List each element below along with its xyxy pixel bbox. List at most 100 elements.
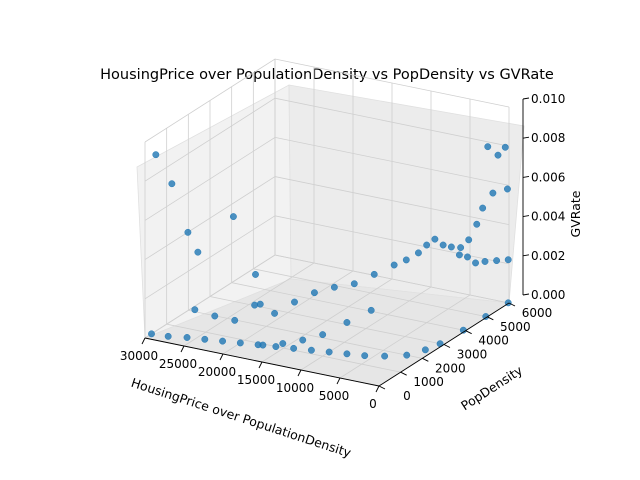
x-tick-label: 30000	[120, 349, 158, 363]
data-point	[152, 151, 160, 159]
data-point	[164, 332, 172, 340]
z-axis-label: GVRate	[568, 190, 583, 237]
data-point	[191, 306, 199, 314]
y-tick-mark	[378, 385, 386, 390]
data-point	[229, 213, 237, 221]
data-point	[343, 319, 351, 326]
y-tick-label: 1000	[413, 375, 444, 389]
chart-title: HousingPrice over PopulationDensity vs P…	[100, 67, 554, 83]
data-point	[299, 336, 307, 344]
data-point	[489, 189, 497, 197]
data-point	[330, 283, 338, 291]
data-point	[501, 143, 509, 151]
data-point	[439, 241, 447, 249]
data-point	[473, 220, 481, 228]
x-tick-label: 20000	[198, 365, 236, 379]
x-tick-label: 5000	[319, 389, 350, 403]
data-point	[423, 241, 431, 249]
z-tick-mark	[522, 254, 530, 257]
data-point	[381, 352, 389, 360]
data-point	[350, 280, 358, 288]
data-point	[482, 313, 490, 320]
x-tick-mark	[141, 337, 146, 345]
z-grid-line	[144, 254, 510, 339]
data-point	[194, 248, 202, 256]
z-tick-mark	[522, 175, 530, 178]
y-tick-mark	[443, 344, 451, 348]
y-tick-label: 6000	[522, 306, 553, 320]
y-tick-label: 0	[403, 389, 411, 403]
x-tick-mark	[336, 377, 341, 385]
data-point	[472, 259, 479, 267]
y-tick-mark	[465, 330, 472, 335]
data-point	[431, 235, 439, 243]
x-tick-mark	[219, 353, 224, 361]
data-point	[479, 204, 487, 212]
z-tick-label: 0.006	[531, 170, 565, 184]
data-point	[484, 143, 492, 151]
y-tick-label: 2000	[435, 361, 466, 375]
z-tick-mark	[522, 293, 530, 296]
data-point	[457, 244, 465, 252]
z-grid-line	[144, 58, 510, 143]
data-point	[403, 351, 411, 359]
data-point	[421, 346, 429, 354]
x-tick-mark	[375, 385, 380, 393]
z-tick-mark	[522, 97, 530, 100]
z-grid-line	[144, 97, 510, 182]
y-tick-label: 5000	[500, 320, 531, 334]
data-point	[231, 316, 239, 324]
z-tick-mark	[522, 215, 530, 218]
scatter-points	[148, 143, 512, 360]
pane-back-right	[288, 84, 525, 304]
x-tick-label: 15000	[237, 373, 275, 387]
x-tick-label: 10000	[276, 381, 314, 395]
data-point	[310, 289, 318, 297]
data-point	[291, 298, 298, 306]
data-point	[493, 257, 501, 265]
data-point	[252, 271, 259, 278]
data-point	[251, 301, 259, 309]
y-tick-mark	[400, 371, 407, 376]
x-tick-mark	[180, 345, 185, 353]
z-tick-label: 0.010	[531, 92, 565, 106]
data-point	[455, 251, 463, 259]
x-tick-mark	[258, 361, 263, 369]
data-point	[390, 261, 398, 269]
z-grid-line	[144, 136, 510, 221]
y-tick-label: 4000	[478, 334, 509, 348]
data-point	[272, 343, 280, 351]
data-point	[259, 341, 267, 349]
y-tick-label: 3000	[457, 348, 488, 362]
x-tick-label: 0	[369, 397, 377, 411]
data-point	[402, 256, 410, 264]
data-point	[494, 151, 502, 159]
z-tick-label: 0.008	[531, 131, 565, 145]
data-point	[307, 346, 315, 354]
data-point	[447, 243, 455, 251]
z-tick-label: 0.002	[531, 249, 565, 263]
data-point	[256, 300, 264, 308]
data-point	[201, 335, 209, 343]
z-tick-label: 0.004	[531, 210, 565, 224]
data-point	[183, 334, 191, 341]
data-point	[325, 348, 333, 356]
data-point	[236, 339, 244, 347]
z-grid-line	[144, 215, 510, 300]
data-point	[464, 253, 471, 261]
data-point	[367, 306, 375, 314]
data-point	[279, 340, 287, 347]
y-axis-label: PopDensity	[458, 362, 526, 413]
data-point	[319, 331, 327, 339]
data-point	[503, 185, 511, 193]
y-tick-mark	[487, 316, 494, 321]
data-point	[504, 256, 512, 264]
data-point	[343, 350, 351, 358]
data-point	[184, 228, 192, 236]
x-axis-label: HousingPrice over PopulationDensity	[129, 375, 353, 461]
data-point	[361, 352, 369, 360]
y-tick-mark	[508, 302, 516, 307]
